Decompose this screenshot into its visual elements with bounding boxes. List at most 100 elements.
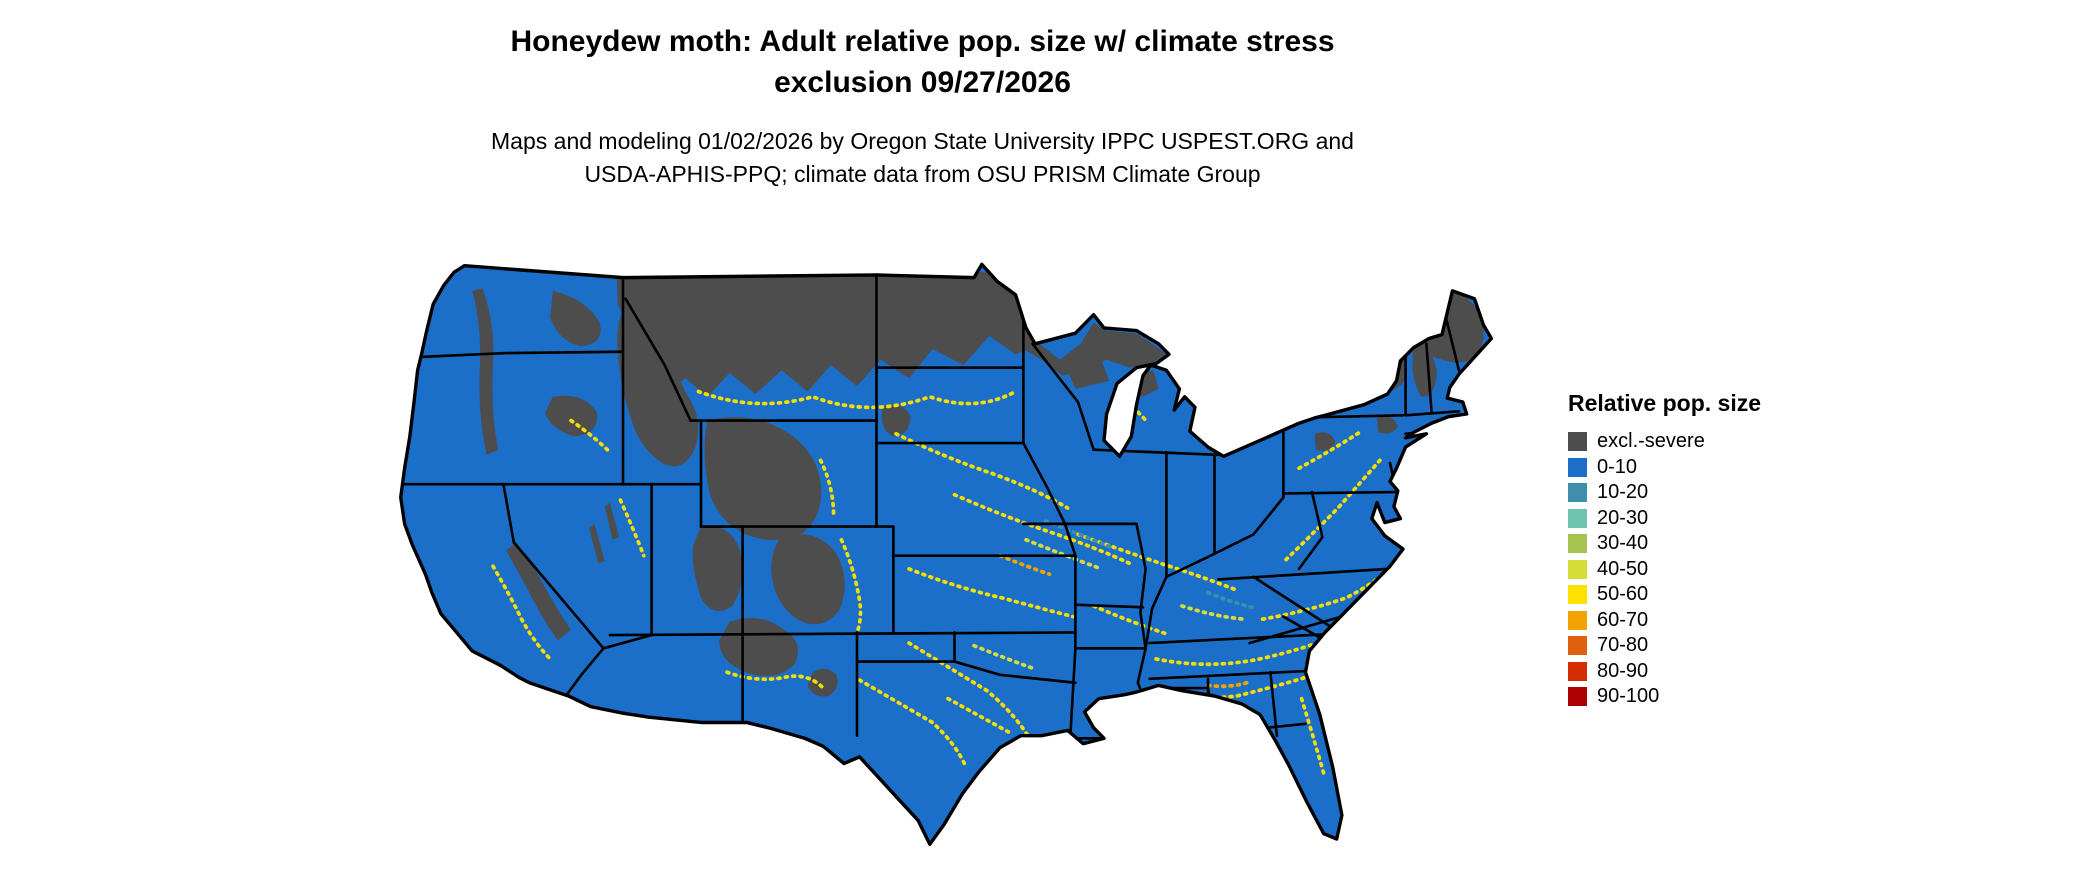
state-border	[1269, 670, 1279, 738]
legend-item: 90-100	[1568, 684, 1868, 710]
exclusion-regions	[472, 272, 1484, 697]
legend-label: 90-100	[1597, 685, 1660, 708]
legend-label: 30-40	[1597, 532, 1649, 555]
legend-swatch	[1568, 457, 1587, 477]
hotspot-band	[618, 498, 646, 558]
legend-label: 50-60	[1597, 583, 1649, 606]
legend-item: 20-30	[1568, 506, 1868, 532]
hotspot-band-orange	[1206, 680, 1249, 689]
hotspot-band-green	[1024, 537, 1104, 571]
legend-label: 70-80	[1597, 634, 1649, 657]
hotspot-band	[1284, 455, 1385, 562]
hotspot-band	[952, 492, 1132, 566]
us-map-svg	[398, 262, 1494, 847]
state-border	[512, 541, 605, 650]
exclusion-nevada-range1	[604, 502, 620, 540]
exclusion-northern-plains	[616, 272, 1039, 397]
state-border	[1217, 567, 1389, 581]
legend-swatch	[1568, 483, 1587, 503]
state-border	[1148, 632, 1337, 645]
legend-item: 30-40	[1568, 531, 1868, 557]
exclusion-northern-minnesota	[1006, 285, 1167, 376]
exclusion-sacramento-mts	[807, 668, 838, 697]
legend-item: 0-10	[1568, 455, 1868, 481]
state-border	[1443, 310, 1463, 383]
hotspot-band-green	[972, 643, 1039, 672]
state-border	[1282, 490, 1398, 495]
hotspot-band	[894, 431, 1070, 510]
map-subtitle-line2: USDA-APHIS-PPQ; climate data from OSU PR…	[584, 161, 1261, 188]
state-border	[1144, 575, 1168, 650]
hotspot-band	[491, 564, 553, 661]
legend-label: 60-70	[1597, 608, 1649, 631]
state-border	[1135, 522, 1147, 650]
exclusion-utah-plateau	[692, 525, 743, 612]
map-subtitle: Maps and modeling 01/02/2026 by Oregon S…	[0, 125, 1845, 192]
map-title-line2: exclusion 09/27/2026	[774, 65, 1071, 99]
hotspot-band	[857, 678, 969, 770]
legend-swatch	[1568, 636, 1587, 656]
state-border	[1165, 496, 1285, 579]
legend-item: excl.-severe	[1568, 429, 1868, 455]
hotspot-band	[1299, 696, 1327, 780]
state-border	[564, 647, 605, 698]
state-border	[953, 660, 1077, 685]
legend-label: 80-90	[1597, 659, 1649, 682]
state-border	[1031, 342, 1095, 452]
exclusion-mogollon-rim	[719, 617, 799, 677]
state-border	[1022, 441, 1077, 557]
hotspot-band	[946, 696, 1013, 735]
legend-label: 40-50	[1597, 557, 1649, 580]
legend-swatch	[1568, 687, 1587, 707]
chart-header: Honeydew moth: Adult relative pop. size …	[0, 22, 1845, 192]
map-title-line1: Honeydew moth: Adult relative pop. size …	[510, 25, 1335, 58]
legend-item: 70-80	[1568, 633, 1868, 659]
hotspot-band-teal	[1206, 590, 1260, 611]
exclusion-blue-mountains	[545, 395, 598, 437]
legend-swatch	[1568, 534, 1587, 554]
state-border	[502, 482, 516, 544]
exclusion-northeast-washington	[550, 290, 601, 347]
legend-swatch	[1568, 432, 1587, 452]
legend-swatch	[1568, 610, 1587, 630]
state-border	[1297, 490, 1324, 571]
hotspot-band-green	[1180, 604, 1247, 622]
exclusion-idaho-rockies	[617, 304, 699, 467]
state-border	[602, 633, 653, 650]
exclusion-catskills	[1377, 416, 1398, 434]
exclusion-colorado-rockies	[771, 534, 845, 625]
legend-item: 40-50	[1568, 557, 1868, 583]
exclusion-alleghenies	[1314, 432, 1336, 451]
hotspot-band	[907, 641, 1034, 743]
state-border	[1074, 603, 1145, 609]
exclusion-northern-wisconsin	[1065, 359, 1110, 389]
legend-swatch	[1568, 559, 1587, 579]
legend-item: 80-90	[1568, 659, 1868, 685]
hotspot-band	[818, 458, 836, 518]
state-border	[1425, 342, 1433, 414]
map-subtitle-line1: Maps and modeling 01/02/2026 by Oregon S…	[491, 128, 1354, 154]
legend-swatch	[1568, 585, 1587, 605]
state-border	[608, 631, 1077, 637]
hotspot-band	[1297, 429, 1364, 471]
exclusion-nevada-range2	[589, 523, 605, 564]
state-border	[624, 297, 692, 422]
state-border	[1248, 612, 1353, 645]
legend-label: 10-20	[1597, 481, 1649, 504]
state-border	[1068, 647, 1077, 740]
hotspot-band	[1091, 604, 1169, 636]
hotspot-band	[907, 567, 1075, 619]
exclusion-sierra-nevada	[506, 542, 571, 641]
legend-label: 0-10	[1597, 455, 1638, 478]
legend-label: excl.-severe	[1597, 430, 1705, 453]
exclusion-wyoming	[704, 417, 822, 541]
exclusion-black-hills	[881, 404, 911, 437]
exclusion-cascades	[472, 288, 499, 456]
us-population-map	[298, 222, 1546, 884]
hotspot-band	[569, 418, 610, 452]
legend-title: Relative pop. size	[1568, 390, 1762, 416]
hotspot-band	[1147, 670, 1325, 700]
map-legend: Relative pop. size excl.-severe 0-10 10-…	[1568, 390, 1868, 710]
hotspot-band	[839, 537, 863, 635]
legend-item: 10-20	[1568, 480, 1868, 506]
